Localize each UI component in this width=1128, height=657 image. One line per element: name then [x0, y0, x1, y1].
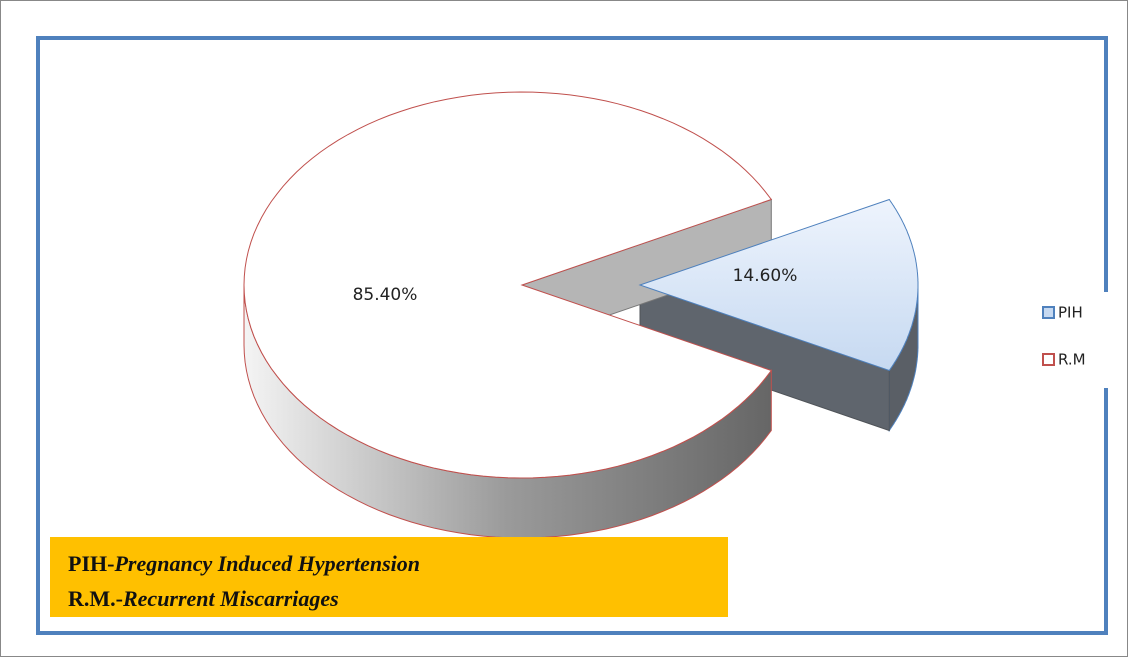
data-label: 14.60% — [733, 266, 798, 286]
note-line: R.M.-Recurrent Miscarriages — [68, 586, 339, 611]
note-term: R.M.- — [68, 586, 123, 611]
legend-swatch — [1042, 353, 1055, 366]
note-line: PIH-Pregnancy Induced Hypertension — [68, 551, 420, 576]
legend: PIH R.M — [1042, 304, 1086, 369]
legend-label: R.M — [1058, 351, 1086, 369]
note-box — [50, 537, 728, 617]
legend-swatch — [1042, 306, 1055, 319]
pie-slice — [638, 198, 919, 372]
pie-slice — [243, 91, 773, 479]
note-term: PIH- — [68, 551, 114, 576]
legend-label: PIH — [1058, 304, 1083, 322]
note-definition: Recurrent Miscarriages — [122, 586, 339, 611]
legend-gap — [1090, 292, 1126, 388]
note-definition: Pregnancy Induced Hypertension — [113, 551, 420, 576]
data-label: 85.40% — [353, 285, 418, 305]
pie: 14.60% 85.40% — [243, 91, 919, 539]
